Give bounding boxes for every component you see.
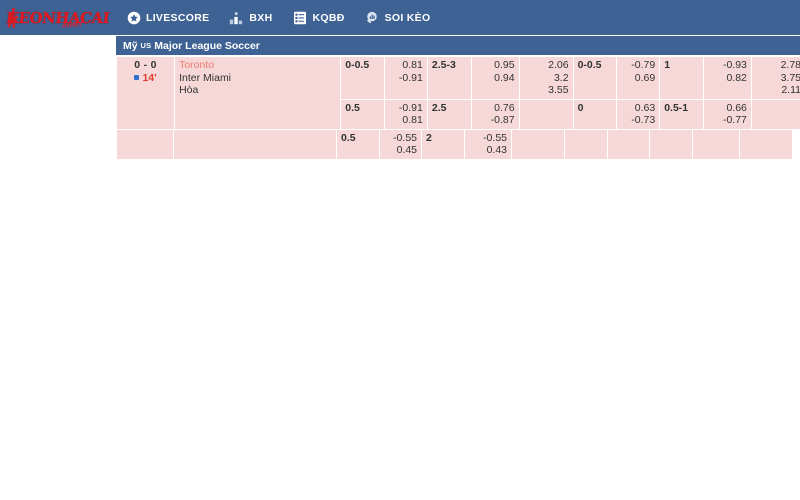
live-indicator-icon xyxy=(134,74,140,80)
draw-label: Hòa xyxy=(179,84,199,96)
nav-item-bxh[interactable]: BXH xyxy=(229,10,272,25)
empty-cell-b[interactable] xyxy=(608,129,649,159)
league-block: Mỹ US Major League Soccer 0 - 0 14' Toronto… xyxy=(116,35,800,130)
onextwo-odds-cell[interactable] xyxy=(519,99,573,129)
handicap-odds-cell[interactable]: 0.81 -0.91 xyxy=(385,57,427,99)
onextwo-odds-cell-b[interactable]: 2.78 3.75 2.11 xyxy=(751,57,800,99)
onextwo-odds-cell[interactable]: 2.06 3.2 3.55 xyxy=(519,57,573,99)
nav-item-soikeo[interactable]: SOI KÈO xyxy=(365,10,431,25)
nav-item-livescore[interactable]: LIVESCORE xyxy=(126,10,209,25)
runner-figure-icon xyxy=(7,7,19,28)
league-country: Mỹ xyxy=(123,40,138,52)
empty-cell-d[interactable] xyxy=(693,129,739,159)
overunder-line-cell-b[interactable]: 0.5-1 xyxy=(660,99,703,129)
home-team: Toronto xyxy=(179,59,215,71)
onextwo-odds-cell-b[interactable] xyxy=(751,99,800,129)
overunder-odds-cell-b[interactable]: 0.66 -0.77 xyxy=(704,99,751,129)
handicap-odds-cell-b[interactable]: 0.63 -0.73 xyxy=(617,99,660,129)
table-row[interactable]: 0.5 -0.91 0.81 2.5 0.76 -0.87 0 0.63 -0.73 0.5-1 0… xyxy=(117,99,800,129)
empty-cell-e[interactable] xyxy=(740,129,792,159)
nav-label-livescore: LIVESCORE xyxy=(146,11,210,24)
handicap-line-cell-b[interactable]: 0-0.5 xyxy=(573,57,617,99)
onextwo-odds-cell[interactable] xyxy=(512,129,564,159)
overunder-line-cell[interactable]: 2 xyxy=(422,129,464,159)
empty-cell-c[interactable] xyxy=(650,129,692,159)
bar-chart-icon xyxy=(229,10,244,25)
handicap-line-cell[interactable]: 0.5 xyxy=(341,99,385,129)
league-name: Major League Soccer xyxy=(154,40,260,52)
match-status: 14' xyxy=(121,72,170,85)
table-row[interactable]: 0.5 -0.55 0.45 2 -0.55 0.43 xyxy=(117,129,792,159)
handicap-odds-cell[interactable]: -0.91 0.81 xyxy=(385,99,427,129)
nav-item-kqbd[interactable]: KQBĐ xyxy=(292,10,344,25)
league-country-code: US xyxy=(140,41,152,50)
overunder-line-cell[interactable]: 2.5 xyxy=(427,99,471,129)
match-odds-table: 0 - 0 14' Toronto Inter Miami Hòa 0-0.5 0.81 -0… xyxy=(116,56,800,130)
handicap-odds-cell[interactable]: -0.55 0.45 xyxy=(380,129,421,159)
table-row[interactable]: 0 - 0 14' Toronto Inter Miami Hòa 0-0.5 0.81 -0… xyxy=(117,57,800,129)
site-logo[interactable]: KEONHACAI ARMY xyxy=(0,0,118,35)
away-team: Inter Miami xyxy=(179,71,232,84)
logo-text: KEONHACAI xyxy=(5,8,111,27)
main-nav: LIVESCORE BXH xyxy=(126,10,430,25)
score: 0 - 0 xyxy=(134,59,157,71)
top-navigation-bar: KEONHACAI ARMY LIVESCORE BXH xyxy=(0,0,800,35)
logo-subtext: ARMY xyxy=(61,21,83,30)
empty-cell-a[interactable] xyxy=(565,129,607,159)
overunder-odds-cell-b[interactable]: -0.93 0.82 xyxy=(704,57,751,99)
match-score-cell: 0 - 0 14' xyxy=(117,57,175,129)
handicap-line-cell[interactable]: 0.5 xyxy=(337,129,379,159)
nav-label-soikeo: SOI KÈO xyxy=(384,11,431,24)
nav-label-kqbd: KQBĐ xyxy=(312,11,345,24)
overunder-line-cell-b[interactable]: 1 xyxy=(660,57,703,99)
overunder-line-cell[interactable]: 2.5-3 xyxy=(427,57,471,99)
match-minute: 14' xyxy=(142,71,157,84)
nav-label-bxh: BXH xyxy=(249,11,273,24)
league-header[interactable]: Mỹ US Major League Soccer xyxy=(116,35,800,56)
handicap-line-cell-b[interactable]: 0 xyxy=(573,99,617,129)
magnifier-chart-icon xyxy=(365,10,380,25)
teams-cell[interactable]: Toronto Inter Miami Hòa xyxy=(175,57,341,129)
overunder-odds-cell[interactable]: 0.95 0.94 xyxy=(471,57,519,99)
handicap-line-cell[interactable]: 0-0.5 xyxy=(341,57,385,99)
handicap-odds-cell-b[interactable]: -0.79 0.69 xyxy=(617,57,660,99)
star-circle-icon xyxy=(126,10,141,25)
livescore-page: Bồ Đào Nha PT Primeira Liga1 - 0HTSporti… xyxy=(0,35,800,500)
overunder-odds-cell[interactable]: 0.76 -0.87 xyxy=(471,99,519,129)
list-document-icon xyxy=(292,10,307,25)
overunder-odds-cell[interactable]: -0.55 0.43 xyxy=(465,129,511,159)
